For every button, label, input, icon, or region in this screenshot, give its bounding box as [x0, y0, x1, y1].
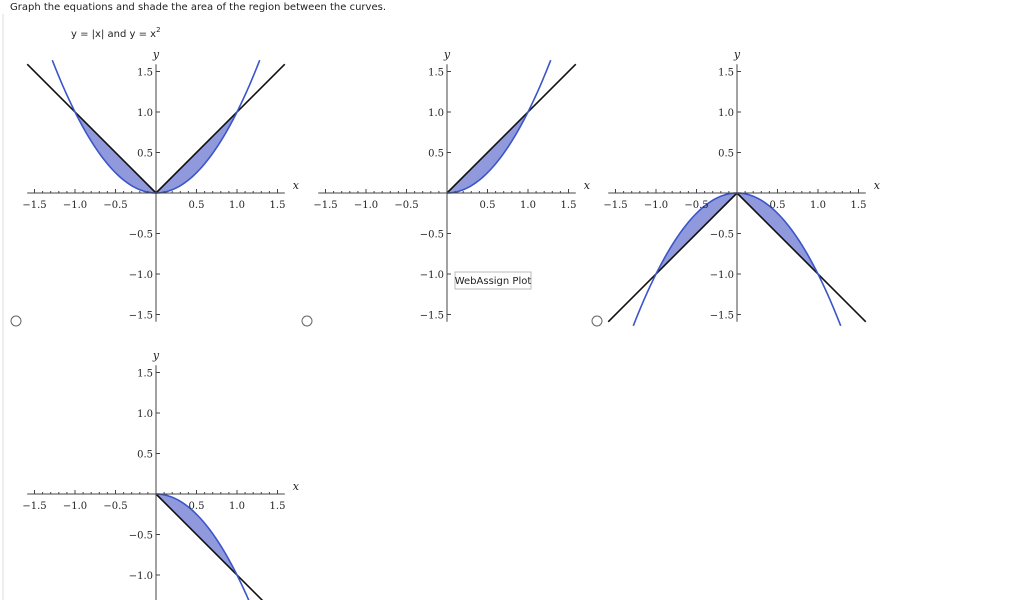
parabola-curve [51, 59, 157, 194]
abs-curve [155, 493, 264, 600]
parabola-curve [155, 493, 250, 600]
x-tick-label: −1.5 [313, 200, 337, 211]
y-tick-label: 0.5 [718, 149, 734, 160]
y-tick-label: 1.5 [428, 68, 444, 79]
x-tick-label: −1.0 [63, 501, 87, 512]
y-tick-label: 0.5 [137, 450, 153, 461]
x-tick-label: 1.0 [810, 200, 826, 211]
x-axis-label: x [874, 179, 881, 192]
x-tick-label: 1.5 [851, 200, 867, 211]
x-tick-label: −0.5 [103, 200, 127, 211]
y-tick-label: 0.5 [428, 149, 444, 160]
equation-text: y = |x| and y = x [71, 29, 156, 40]
y-tick-label: 1.5 [137, 369, 153, 380]
x-tick-label: 1.5 [561, 200, 577, 211]
x-tick-label: 0.5 [770, 200, 786, 211]
x-tick-label: −1.5 [22, 200, 46, 211]
y-axis-label: y [152, 48, 160, 61]
y-axis-label: y [733, 48, 741, 61]
plots: −1.5 −1.0 −0.5 0.5 1.0 1.51.51.00.5−0.5−1.0−1… [22, 48, 881, 600]
y-tick-label: −1.0 [129, 571, 153, 582]
x-tick-label: −1.0 [63, 200, 87, 211]
plot: −1.5 −1.0 −0.5 0.5 1.0 1.5 1.5 1.0 0.5 −0.5 −1.0 −1… [603, 48, 881, 327]
x-tick-label: −0.5 [394, 200, 418, 211]
y-tick-label: 0.5 [137, 149, 153, 160]
x-tick-label: 1.0 [520, 200, 536, 211]
x-axis-label: x [293, 179, 300, 192]
x-tick-label: −1.0 [644, 200, 668, 211]
y-tick-label: −1.5 [129, 311, 153, 322]
y-tick-label: 1.0 [137, 108, 153, 119]
x-axis-label: x [584, 179, 591, 192]
x-axis-label: x [293, 480, 300, 493]
y-tick-label: 1.0 [428, 108, 444, 119]
abs-curve [155, 63, 286, 194]
x-tick-label: 1.0 [229, 501, 245, 512]
y-tick-label: 1.0 [718, 108, 734, 119]
plot: −1.5 −1.0 −0.5 0.5 1.0 1.5 1.5 1.0 0.5 −0.5 −1.0 −1… [22, 48, 300, 322]
y-tick-label: 1.0 [137, 409, 153, 420]
tooltip: WebAssign Plot [455, 276, 532, 287]
y-tick-label: 1.5 [718, 68, 734, 79]
radio-button[interactable] [591, 315, 603, 327]
y-tick-label: −0.5 [420, 230, 444, 241]
plot: −1.5 −1.0 −0.5 0.5 1.0 1.5 1.5 1.0 0.5 −0.5 −1.0 x y [22, 349, 300, 600]
plot: −1.5 −1.0 −0.5 0.5 1.0 1.5 1.5 1.0 0.5 −0.5 −1.0 −1… [313, 48, 591, 322]
x-tick-label: −0.5 [684, 200, 708, 211]
x-tick-label: 0.5 [189, 200, 205, 211]
x-tick-label: 1.0 [229, 200, 245, 211]
equation: y = |x| and y = x2 [71, 26, 161, 40]
y-tick-label: −0.5 [710, 230, 734, 241]
y-tick-label: −0.5 [129, 531, 153, 542]
y-tick-label: −1.5 [710, 311, 734, 322]
x-tick-label: 0.5 [189, 501, 205, 512]
abs-curve [26, 63, 157, 194]
parabola-curve [446, 59, 552, 194]
y-axis-label: y [443, 48, 451, 61]
y-tick-label: −1.5 [420, 311, 444, 322]
x-tick-label: 1.5 [270, 501, 286, 512]
y-tick-label: −1.0 [129, 270, 153, 281]
radio-button[interactable] [10, 315, 22, 327]
y-tick-label: 1.5 [137, 68, 153, 79]
x-tick-label: −1.5 [603, 200, 627, 211]
y-tick-label: −0.5 [129, 230, 153, 241]
parabola-curve [736, 192, 842, 327]
question-text: Graph the equations and shade the area o… [10, 2, 386, 13]
x-tick-label: −1.0 [354, 200, 378, 211]
tooltip-box [454, 271, 532, 290]
abs-curve [736, 192, 867, 323]
x-tick-label: 0.5 [480, 200, 496, 211]
parabola-curve [155, 59, 261, 194]
abs-curve [446, 63, 577, 194]
parabola-curve [632, 192, 738, 327]
y-tick-label: −1.0 [710, 270, 734, 281]
radio-button[interactable] [301, 315, 313, 327]
y-tick-label: −1.0 [420, 270, 444, 281]
y-axis-label: y [152, 349, 160, 362]
x-tick-label: −0.5 [103, 501, 127, 512]
equation-superscript: 2 [156, 26, 160, 34]
x-tick-label: −1.5 [22, 501, 46, 512]
abs-curve [607, 192, 738, 323]
x-tick-label: 1.5 [270, 200, 286, 211]
